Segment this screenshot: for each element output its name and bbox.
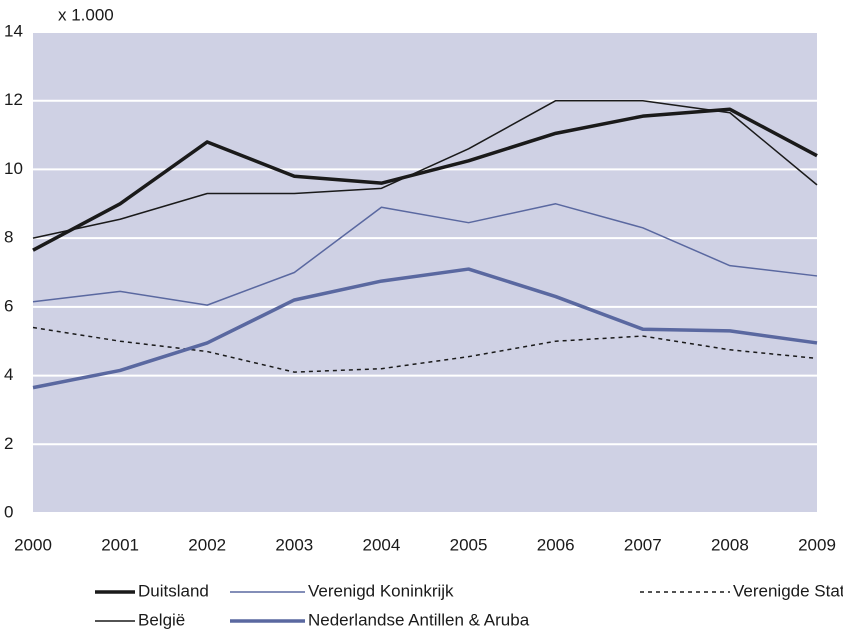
y-tick-label: 2 [4,434,13,453]
plot-area [33,32,817,513]
x-tick-label: 2003 [275,535,313,554]
series-line [32,99,818,239]
legend-label: Nederlandse Antillen & Aruba [308,610,530,629]
x-tick-label: 2002 [188,535,226,554]
x-tick-label: 2004 [363,535,401,554]
x-tick-label: 2007 [624,535,662,554]
series-line [32,203,818,306]
x-tick-label: 2001 [101,535,139,554]
x-tick-label: 2009 [798,535,836,554]
legend-label: Verenigd Koninkrijk [308,581,454,600]
y-tick-label: 0 [4,502,13,521]
x-tick-label: 2000 [14,535,52,554]
x-tick-label: 2008 [711,535,749,554]
y-tick-label: 6 [4,296,13,315]
y-unit-label: x 1.000 [58,5,114,24]
legend-label: België [138,610,185,629]
y-tick-label: 14 [4,21,23,40]
series-line [32,267,818,390]
y-tick-label: 10 [4,159,23,178]
x-tick-label: 2006 [537,535,575,554]
y-tick-label: 4 [4,365,13,384]
legend-label: Duitsland [138,581,209,600]
series-line [32,107,818,252]
legend-label: Verenigde Staten [733,581,843,600]
y-tick-label: 8 [4,228,13,247]
y-tick-label: 12 [4,90,23,109]
x-tick-label: 2005 [450,535,488,554]
